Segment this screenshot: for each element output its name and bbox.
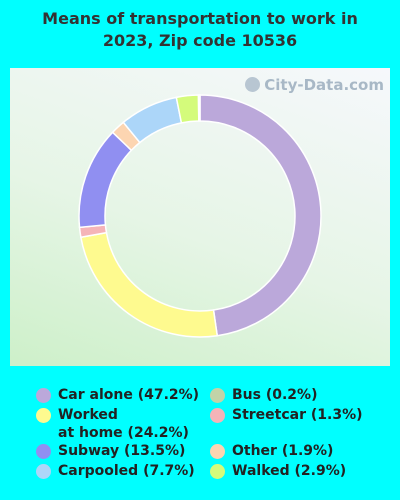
- donut-slice-3: [78, 131, 133, 229]
- donut-slice-1: [80, 231, 219, 338]
- watermark-icon: [245, 77, 261, 92]
- watermark-text: City-Data.com: [264, 76, 384, 94]
- watermark: City-Data.com: [245, 76, 384, 94]
- chart-title: Means of transportation to work in 2023,…: [0, 8, 400, 52]
- donut-slice-0: [199, 94, 322, 337]
- donut-slice-7: [197, 94, 201, 122]
- chart-title-text: Means of transportation to work in 2023,…: [42, 9, 358, 50]
